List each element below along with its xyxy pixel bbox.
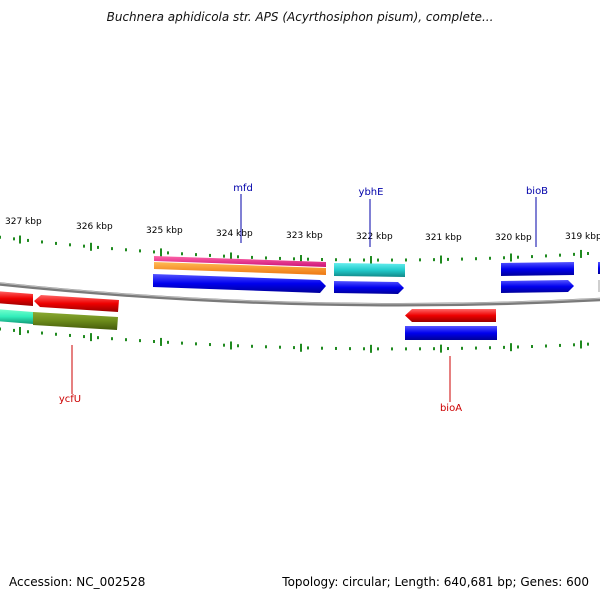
gene-label-bioA[interactable]: bioA (440, 403, 462, 414)
gene-ybhE-blue-feature[interactable] (334, 281, 404, 294)
scale-label-325: 325 kbp (146, 226, 183, 236)
gene-bioA-red-feature[interactable] (405, 309, 496, 322)
gene-label-ycfU[interactable]: ycfU (59, 394, 81, 405)
lower-tick-marks (0, 326, 589, 353)
gene-edge-feature-bottom[interactable] (598, 280, 600, 292)
gene-bioA-blue-feature[interactable] (405, 326, 497, 340)
gene-ybhE-cyan-feature[interactable] (334, 263, 405, 277)
scale-label-326: 326 kbp (76, 222, 113, 232)
gene-mfd-magenta-feature[interactable] (154, 256, 326, 267)
gene-ycfU-olive-feature[interactable] (33, 312, 118, 330)
scale-label-322: 322 kbp (356, 232, 393, 242)
scale-label-319: 319 kbp (565, 232, 600, 242)
gene-bioB-blue-feature-top[interactable] (501, 262, 574, 276)
gene-left-red-feature[interactable] (0, 291, 33, 306)
gene-bioB-blue-feature[interactable] (501, 280, 574, 293)
gene-mfd-blue-feature[interactable] (153, 274, 326, 293)
gene-ycfU-red-feature[interactable] (34, 295, 119, 312)
gene-label-mfd[interactable]: mfd (233, 183, 253, 194)
gene-mfd-orange-feature[interactable] (154, 262, 326, 275)
gene-label-ybhE[interactable]: ybhE (359, 187, 384, 198)
gene-label-bioB[interactable]: bioB (526, 186, 548, 197)
scale-label-320: 320 kbp (495, 233, 532, 243)
genome-backbone (0, 282, 600, 307)
scale-label-324: 324 kbp (216, 229, 253, 239)
gene-edge-feature-top[interactable] (598, 262, 600, 274)
genome-summary-text: Topology: circular; Length: 640,681 bp; … (282, 575, 589, 589)
scale-label-321: 321 kbp (425, 233, 462, 243)
scale-label-327: 327 kbp (5, 217, 42, 227)
accession-text: Accession: NC_002528 (9, 575, 146, 589)
genome-backbone-highlight (0, 282, 600, 305)
map-title: Buchnera aphidicola str. APS (Acyrthosip… (106, 10, 494, 24)
gene-left-teal-feature[interactable] (0, 309, 33, 324)
scale-label-323: 323 kbp (286, 231, 323, 241)
